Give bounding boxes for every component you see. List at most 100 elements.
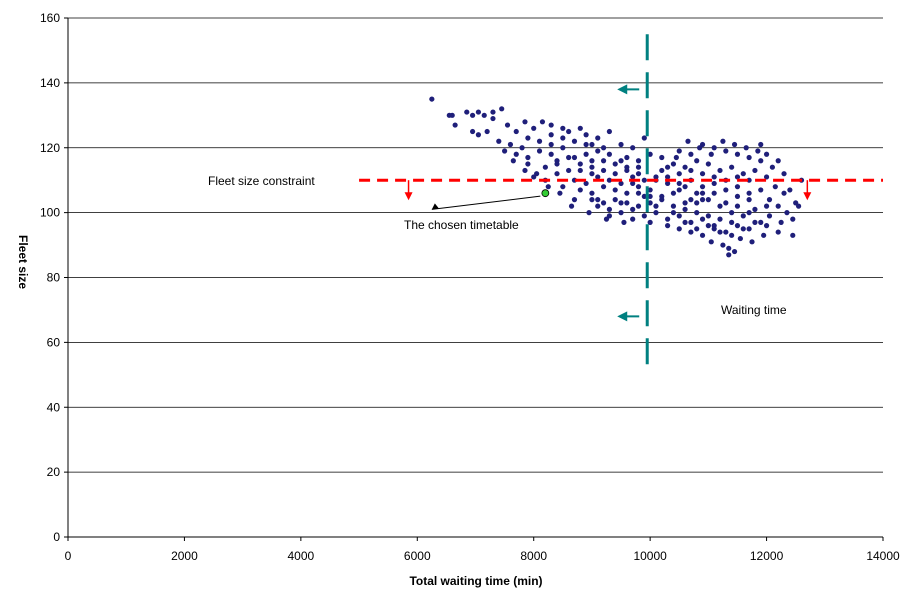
data-point: [630, 206, 636, 212]
data-point: [731, 141, 738, 148]
data-point: [566, 128, 572, 135]
data-point: [548, 151, 554, 157]
data-point: [670, 203, 677, 209]
data-point: [734, 184, 741, 190]
data-point: [676, 213, 682, 219]
data-point: [688, 197, 694, 203]
data-point: [699, 232, 706, 238]
data-point: [659, 154, 665, 161]
data-point: [513, 128, 519, 135]
data-point: [688, 151, 694, 157]
data-point: [711, 145, 717, 151]
data-point: [606, 206, 612, 212]
data-point: [746, 197, 752, 203]
data-point: [618, 158, 624, 164]
x-tick-label: 2000: [171, 549, 198, 563]
data-point: [539, 119, 546, 125]
data-point: [766, 213, 773, 219]
data-point: [542, 164, 548, 170]
data-point: [772, 184, 778, 190]
data-point: [766, 197, 773, 203]
data-point: [647, 151, 653, 157]
data-point: [685, 138, 691, 144]
data-point: [481, 112, 487, 118]
data-point: [583, 132, 589, 138]
data-point: [464, 109, 470, 115]
data-point: [519, 145, 525, 151]
constraint-lines: [359, 34, 883, 372]
data-point: [566, 154, 572, 161]
data-point: [624, 190, 630, 196]
data-point: [763, 174, 770, 180]
data-point: [560, 135, 566, 141]
y-tick-label: 160: [40, 11, 60, 25]
fleet-constraint-arrow-head: [404, 192, 413, 201]
data-point: [630, 180, 636, 187]
data-point: [595, 203, 601, 209]
data-point: [525, 135, 531, 141]
data-point: [548, 141, 554, 148]
data-point: [618, 200, 624, 206]
data-point: [560, 125, 566, 131]
data-point: [618, 141, 624, 148]
data-point: [734, 174, 741, 180]
data-point: [583, 151, 589, 157]
data-point: [720, 242, 726, 248]
data-point: [682, 164, 688, 170]
data-point: [723, 200, 729, 206]
data-point: [536, 138, 543, 144]
data-point: [522, 119, 528, 125]
data-point: [452, 122, 458, 128]
data-point: [740, 226, 746, 232]
data-point: [595, 148, 601, 154]
data-point: [781, 190, 787, 196]
y-tick-label: 0: [53, 530, 60, 544]
x-tick-label: 10000: [633, 549, 667, 563]
data-point: [490, 109, 496, 115]
axes: [64, 17, 884, 541]
data-point: [490, 115, 496, 122]
data-point: [571, 154, 578, 161]
data-point: [641, 135, 647, 141]
data-point: [606, 213, 612, 219]
x-tick-label: 4000: [288, 549, 315, 563]
data-point: [708, 239, 714, 245]
data-point: [781, 171, 787, 177]
data-point: [606, 128, 612, 135]
data-point: [577, 125, 583, 131]
data-point: [676, 187, 682, 193]
data-point: [682, 200, 688, 206]
data-point: [763, 223, 770, 229]
data-point: [734, 223, 741, 229]
data-point: [475, 109, 482, 115]
chosen-timetable-point: [541, 189, 550, 198]
data-point: [502, 148, 508, 154]
data-point: [469, 128, 476, 135]
data-point: [711, 180, 717, 187]
data-point: [665, 164, 671, 170]
data-point: [525, 154, 531, 161]
data-point: [496, 138, 502, 144]
data-point: [746, 190, 752, 196]
data-point: [653, 210, 659, 216]
data-point: [484, 128, 490, 135]
data-point: [775, 203, 781, 209]
data-point: [795, 203, 802, 209]
data-point: [755, 148, 761, 154]
data-point: [618, 210, 624, 216]
data-point: [612, 171, 618, 177]
data-point: [673, 154, 679, 161]
data-point: [566, 167, 572, 174]
data-point: [743, 145, 749, 151]
y-tick-labels: 0 20 40 60 80 100 120 140 160: [40, 11, 60, 544]
x-tick-label: 14000: [866, 549, 900, 563]
data-point: [534, 171, 540, 177]
data-point: [647, 200, 653, 206]
data-point: [758, 187, 764, 193]
data-point: [688, 229, 694, 235]
data-point: [688, 219, 694, 225]
data-point: [699, 190, 706, 196]
data-point: [682, 219, 688, 225]
data-point: [670, 161, 677, 167]
